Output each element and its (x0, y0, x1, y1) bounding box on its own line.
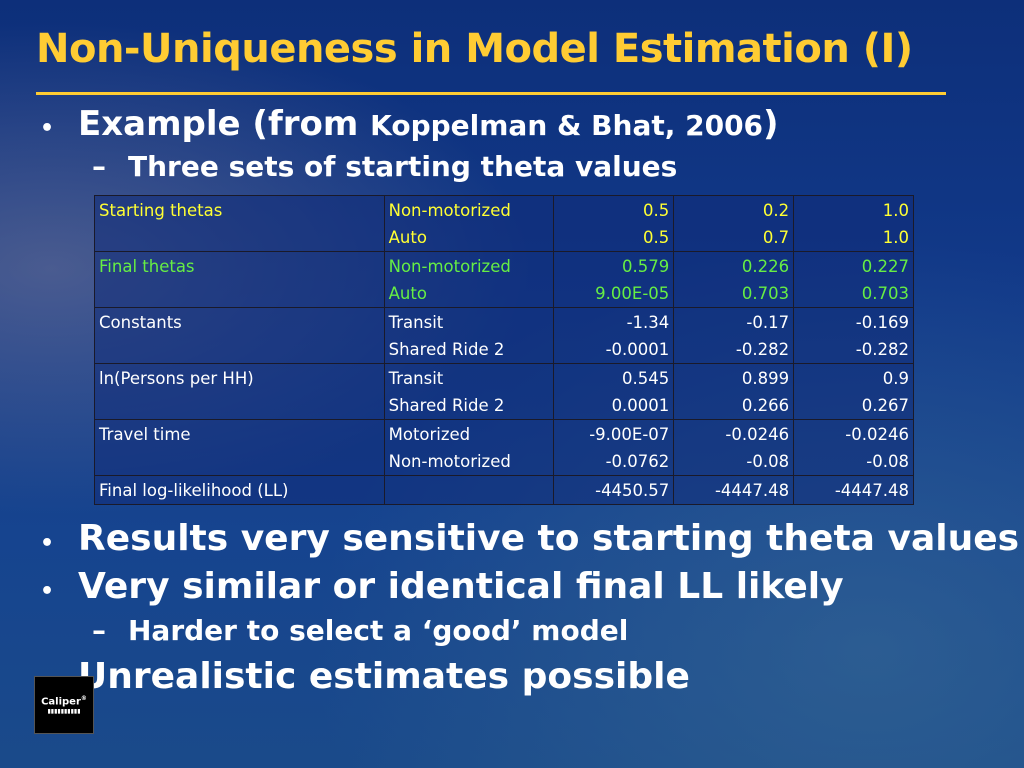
bullet-example-close: ) (763, 104, 779, 144)
sub-bullet-select-model-text: Harder to select a ‘good’ model (128, 614, 629, 647)
value-set-2: 0.2 (673, 195, 795, 224)
value-set-2: -0.08 (673, 448, 795, 476)
sub-bullet-starting-values-text: Three sets of starting theta values (128, 150, 678, 183)
sub-bullet-select-model: – Harder to select a ‘good’ model (92, 614, 628, 647)
value-set-3: 1.0 (793, 224, 914, 252)
table-row: Starting thetas Non-motorized 0.5 0.2 1.0 (94, 195, 914, 224)
value-set-2: 0.703 (673, 280, 795, 308)
value-set-3: -0.08 (793, 448, 914, 476)
value-set-1: 0.579 (553, 251, 675, 280)
value-set-1: -1.34 (553, 307, 675, 336)
logo-bars: ▮▮▮▮▮▮▮▮▮▮ (47, 708, 81, 716)
group-label (94, 336, 385, 364)
bullet-unrealistic: • Unrealistic estimates possible (40, 656, 690, 697)
variable-label: Transit (383, 363, 555, 392)
variable-label: Motorized (383, 419, 555, 448)
title-underline (36, 92, 946, 95)
bullet-similar-ll-text: Very similar or identical final LL likel… (78, 566, 844, 607)
group-label: Final thetas (94, 251, 385, 280)
bullet-unrealistic-text: Unrealistic estimates possible (78, 656, 690, 697)
value-set-3: 0.703 (793, 280, 914, 308)
logo-name: Caliper® (41, 695, 87, 707)
value-set-3: 1.0 (793, 195, 914, 224)
variable-label: Auto (383, 224, 555, 252)
group-label (94, 224, 385, 252)
table-row: Shared Ride 2 0.0001 0.266 0.267 (94, 392, 914, 420)
group-label (94, 280, 385, 308)
value-set-1: 0.0001 (553, 392, 675, 420)
value-set-3: -4447.48 (793, 475, 914, 505)
value-set-1: -0.0001 (553, 336, 675, 364)
variable-label: Shared Ride 2 (383, 336, 555, 364)
table-row: Final thetas Non-motorized 0.579 0.226 0.227 (94, 251, 914, 280)
value-set-2: 0.266 (673, 392, 795, 420)
variable-label: Non-motorized (383, 195, 555, 224)
bullet-similar-ll: • Very similar or identical final LL lik… (40, 566, 844, 607)
table-row: Non-motorized -0.0762 -0.08 -0.08 (94, 448, 914, 476)
bullet-glyph: • (40, 579, 55, 604)
value-set-3: 0.267 (793, 392, 914, 420)
value-set-1: 0.545 (553, 363, 675, 392)
value-set-2: -0.0246 (673, 419, 795, 448)
bullet-glyph: • (40, 531, 55, 556)
table-row: Final log-likelihood (LL) -4450.57 -4447.4… (94, 475, 914, 505)
group-label (94, 392, 385, 420)
bullet-example-text: Example (from Koppelman & Bhat, 2006) (78, 104, 779, 144)
group-label: Final log-likelihood (LL) (94, 475, 385, 505)
value-set-3: 0.9 (793, 363, 914, 392)
logo-registered-mark: ® (80, 694, 87, 702)
bullet-example-lead: Example (from (78, 104, 371, 144)
bullet-example: • Example (from Koppelman & Bhat, 2006) (40, 104, 779, 144)
group-label (94, 448, 385, 476)
value-set-3: 0.227 (793, 251, 914, 280)
bullet-example-reference: Koppelman & Bhat, 2006 (370, 109, 764, 142)
value-set-2: -0.17 (673, 307, 795, 336)
table-row: Shared Ride 2 -0.0001 -0.282 -0.282 (94, 336, 914, 364)
group-label: Travel time (94, 419, 385, 448)
value-set-1: 0.5 (553, 224, 675, 252)
group-label: Constants (94, 307, 385, 336)
caliper-logo: Caliper® ▮▮▮▮▮▮▮▮▮▮ (34, 676, 94, 734)
bullet-results-sensitive: • Results very sensitive to starting the… (40, 518, 1019, 559)
value-set-1: -4450.57 (553, 475, 675, 505)
value-set-3: -0.169 (793, 307, 914, 336)
value-set-2: 0.899 (673, 363, 795, 392)
value-set-3: -0.282 (793, 336, 914, 364)
results-table: Starting thetas Non-motorized 0.5 0.2 1.0 Aut… (94, 195, 914, 505)
variable-label: Non-motorized (383, 251, 555, 280)
logo-name-text: Caliper (41, 696, 81, 708)
group-label: ln(Persons per HH) (94, 363, 385, 392)
bullet-results-sensitive-text: Results very sensitive to starting theta… (78, 518, 1020, 559)
variable-label: Transit (383, 307, 555, 336)
value-set-1: 0.5 (553, 195, 675, 224)
value-set-2: -0.282 (673, 336, 795, 364)
table-row: Constants Transit -1.34 -0.17 -0.169 (94, 307, 914, 336)
value-set-2: -4447.48 (673, 475, 795, 505)
variable-label: Shared Ride 2 (383, 392, 555, 420)
dash-glyph: – (92, 614, 106, 647)
variable-label: Non-motorized (383, 448, 555, 476)
value-set-1: -9.00E-07 (553, 419, 675, 448)
variable-label (383, 475, 555, 505)
value-set-1: -0.0762 (553, 448, 675, 476)
value-set-2: 0.7 (673, 224, 795, 252)
value-set-3: -0.0246 (793, 419, 914, 448)
table-row: ln(Persons per HH) Transit 0.545 0.899 0.9 (94, 363, 914, 392)
value-set-2: 0.226 (673, 251, 795, 280)
table-row: Travel time Motorized -9.00E-07 -0.0246 -0.0… (94, 419, 914, 448)
value-set-1: 9.00E-05 (553, 280, 675, 308)
bullet-glyph: • (40, 116, 55, 141)
table-row: Auto 9.00E-05 0.703 0.703 (94, 280, 914, 308)
variable-label: Auto (383, 280, 555, 308)
group-label: Starting thetas (94, 195, 385, 224)
sub-bullet-starting-values: – Three sets of starting theta values (92, 150, 677, 183)
dash-glyph: – (92, 150, 106, 183)
table-row: Auto 0.5 0.7 1.0 (94, 224, 914, 252)
slide-title: Non-Uniqueness in Model Estimation (I) (36, 26, 913, 72)
